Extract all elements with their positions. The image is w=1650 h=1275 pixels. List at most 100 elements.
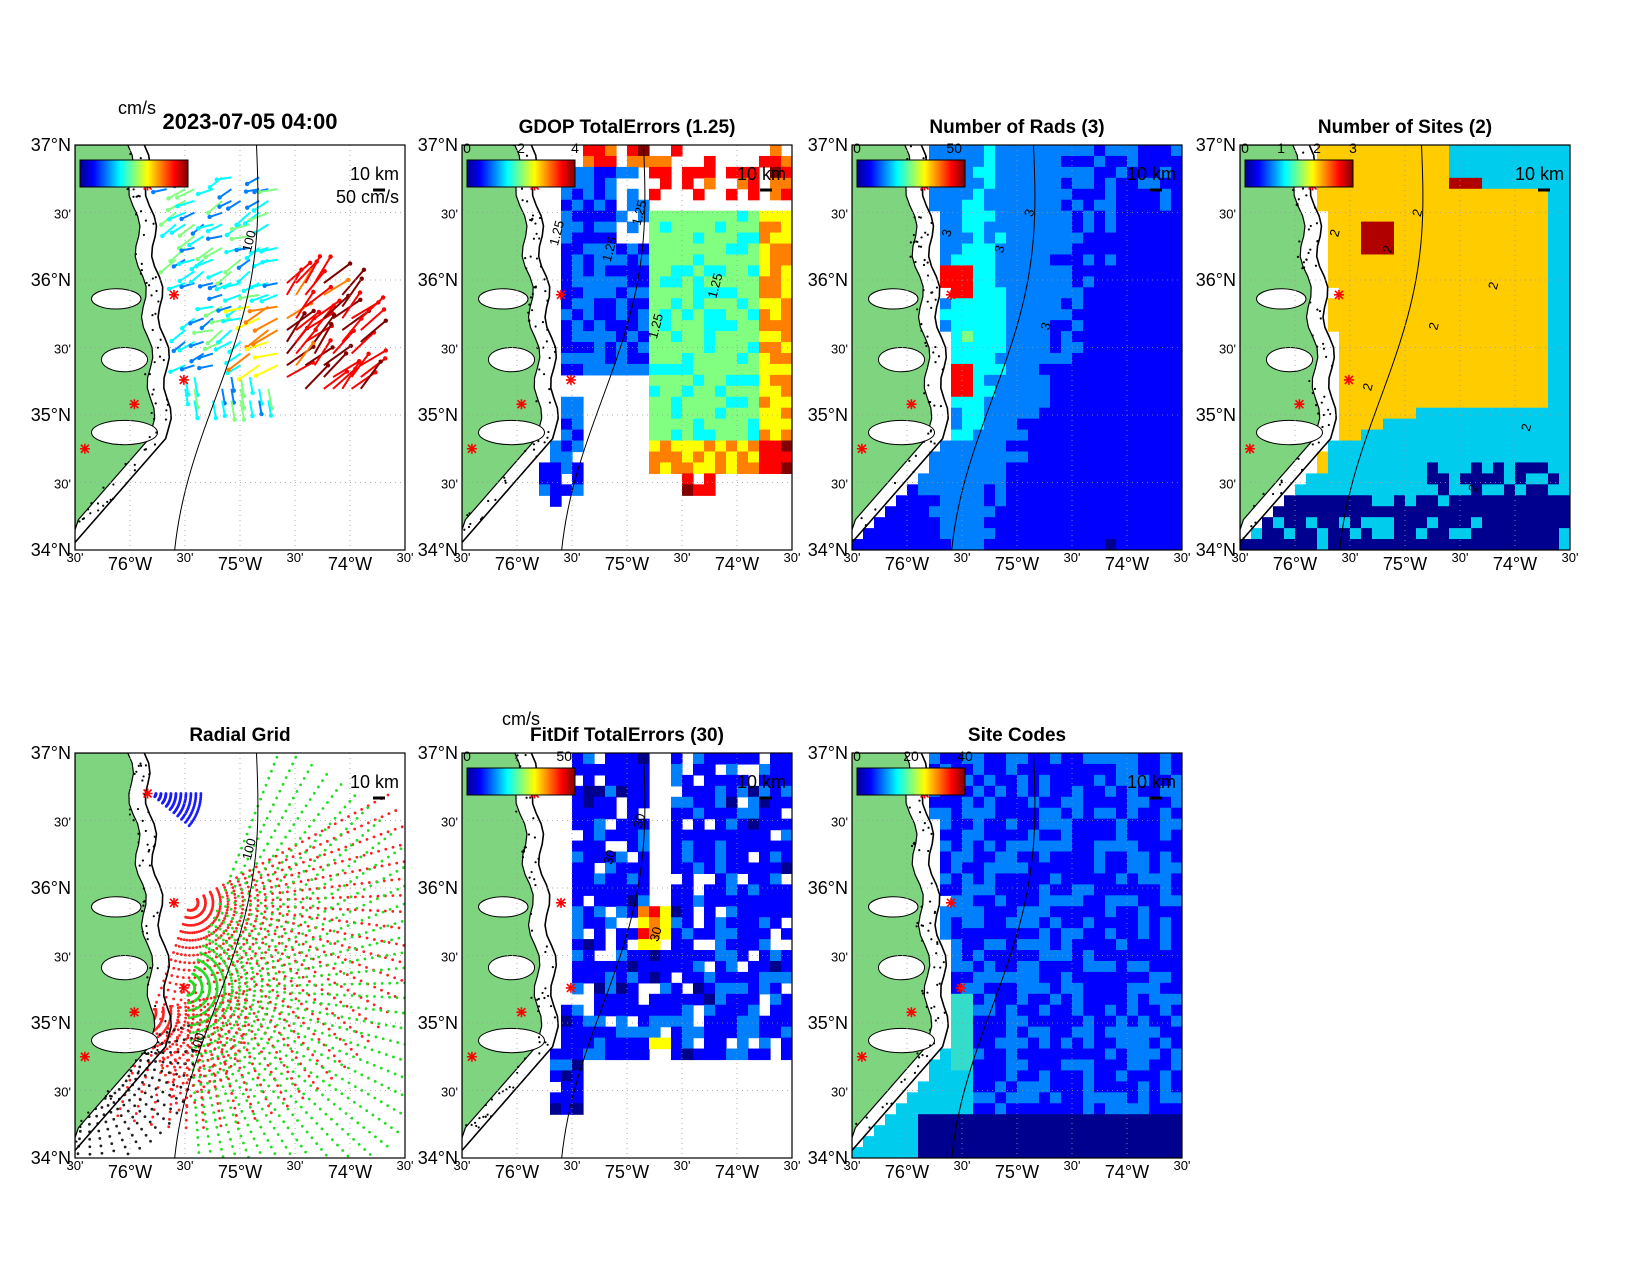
data-cell: [1449, 506, 1461, 518]
data-cell: [1171, 385, 1182, 398]
radial-grid-point: [225, 952, 229, 955]
data-cell: [1160, 177, 1172, 190]
site-marker: [79, 443, 90, 454]
data-cell: [1006, 254, 1018, 267]
radial-grid-point: [212, 950, 216, 954]
data-cell: [1526, 451, 1538, 464]
vector-head: [195, 415, 200, 421]
radial-grid-point: [296, 1007, 300, 1010]
data-cell: [1383, 331, 1395, 343]
shore-speck: [548, 356, 551, 360]
data-cell: [1394, 309, 1406, 321]
colorbar-tick-label: 2: [517, 140, 525, 156]
radial-grid-point: [341, 961, 345, 964]
data-cell: [1548, 254, 1560, 267]
radial-grid-point: [276, 1084, 280, 1088]
radial-grid-point: [251, 1003, 254, 1007]
data-cell: [1149, 145, 1161, 157]
data-cell: [1482, 287, 1494, 299]
data-cell: [572, 276, 584, 288]
radial-grid-point: [248, 1012, 251, 1016]
data-cell: [748, 418, 760, 431]
radial-grid-point: [369, 952, 373, 956]
data-cell: [874, 528, 886, 540]
shore-speck: [138, 195, 141, 198]
data-cell: [649, 407, 661, 420]
data-cell: [984, 254, 996, 267]
data-cell: [748, 440, 760, 453]
radial-grid-point: [215, 985, 219, 989]
radial-grid-point: [274, 1003, 278, 1006]
data-cell: [671, 276, 683, 288]
vector-arrow: [179, 270, 196, 282]
data-cell: [748, 254, 760, 267]
radial-grid-point: [292, 1030, 296, 1033]
data-cell: [1548, 221, 1560, 234]
data-cell: [940, 495, 952, 507]
data-cell: [1072, 199, 1084, 212]
panel-title: GDOP TotalErrors (1.25): [519, 117, 736, 138]
panel-title: Number of Rads (3): [929, 117, 1104, 138]
radial-grid-point: [251, 950, 255, 953]
radial-grid-point: [269, 923, 273, 927]
vector-arrow: [240, 293, 260, 300]
data-cell: [940, 309, 952, 321]
radial-grid-point: [313, 859, 316, 863]
data-cell: [1405, 232, 1417, 245]
data-cell: [995, 331, 1007, 343]
data-cell: [737, 331, 749, 343]
data-cell: [1405, 396, 1417, 409]
data-cell: [1017, 287, 1029, 299]
data-cell: [1006, 199, 1018, 212]
data-cell: [1383, 396, 1395, 409]
data-cell: [1017, 451, 1029, 464]
data-cell: [561, 276, 573, 288]
data-cell: [1127, 352, 1139, 365]
radial-grid-point: [379, 968, 383, 972]
radial-grid-point: [338, 811, 342, 815]
data-cell: [1039, 363, 1051, 376]
data-cell: [682, 451, 694, 464]
data-cell: [1083, 243, 1095, 256]
vector-arrow: [295, 317, 316, 343]
data-cell: [995, 407, 1007, 420]
radial-grid-point: [308, 906, 312, 910]
data-cell: [759, 155, 771, 168]
vector-arrow: [252, 329, 279, 346]
data-cell: [1149, 199, 1161, 212]
radial-grid-point: [258, 890, 262, 894]
shore-speck: [534, 286, 537, 289]
vector-head: [167, 217, 172, 222]
data-cell: [660, 331, 672, 343]
radial-grid-point: [319, 964, 322, 968]
radial-grid-point: [334, 838, 338, 841]
shore-speck: [934, 298, 937, 301]
radial-grid-point: [289, 969, 293, 973]
data-cell: [605, 254, 617, 267]
data-cell: [940, 462, 952, 474]
data-cell: [973, 331, 985, 343]
radial-grid-point: [358, 1013, 361, 1016]
data-cell: [1515, 298, 1527, 310]
data-cell: [660, 352, 672, 365]
data-cell: [1515, 287, 1527, 299]
data-cell: [1471, 320, 1483, 332]
data-cell: [962, 243, 974, 256]
data-cell: [1328, 210, 1340, 223]
data-cell: [770, 407, 782, 420]
data-cell: [704, 298, 716, 310]
radial-grid-point: [275, 755, 279, 759]
site-marker: [565, 374, 576, 385]
data-cell: [1548, 473, 1560, 485]
shore-speck: [1314, 404, 1318, 407]
vector-arrow: [313, 256, 332, 284]
data-cell: [1061, 309, 1073, 321]
data-cell: [1394, 331, 1406, 343]
data-cell: [759, 276, 771, 288]
data-cell: [1083, 528, 1095, 540]
radial-grid-point: [142, 1083, 146, 1086]
vector-head: [175, 195, 180, 200]
data-cell: [1105, 418, 1117, 431]
radial-grid-point: [298, 852, 302, 856]
data-cell: [572, 363, 584, 376]
